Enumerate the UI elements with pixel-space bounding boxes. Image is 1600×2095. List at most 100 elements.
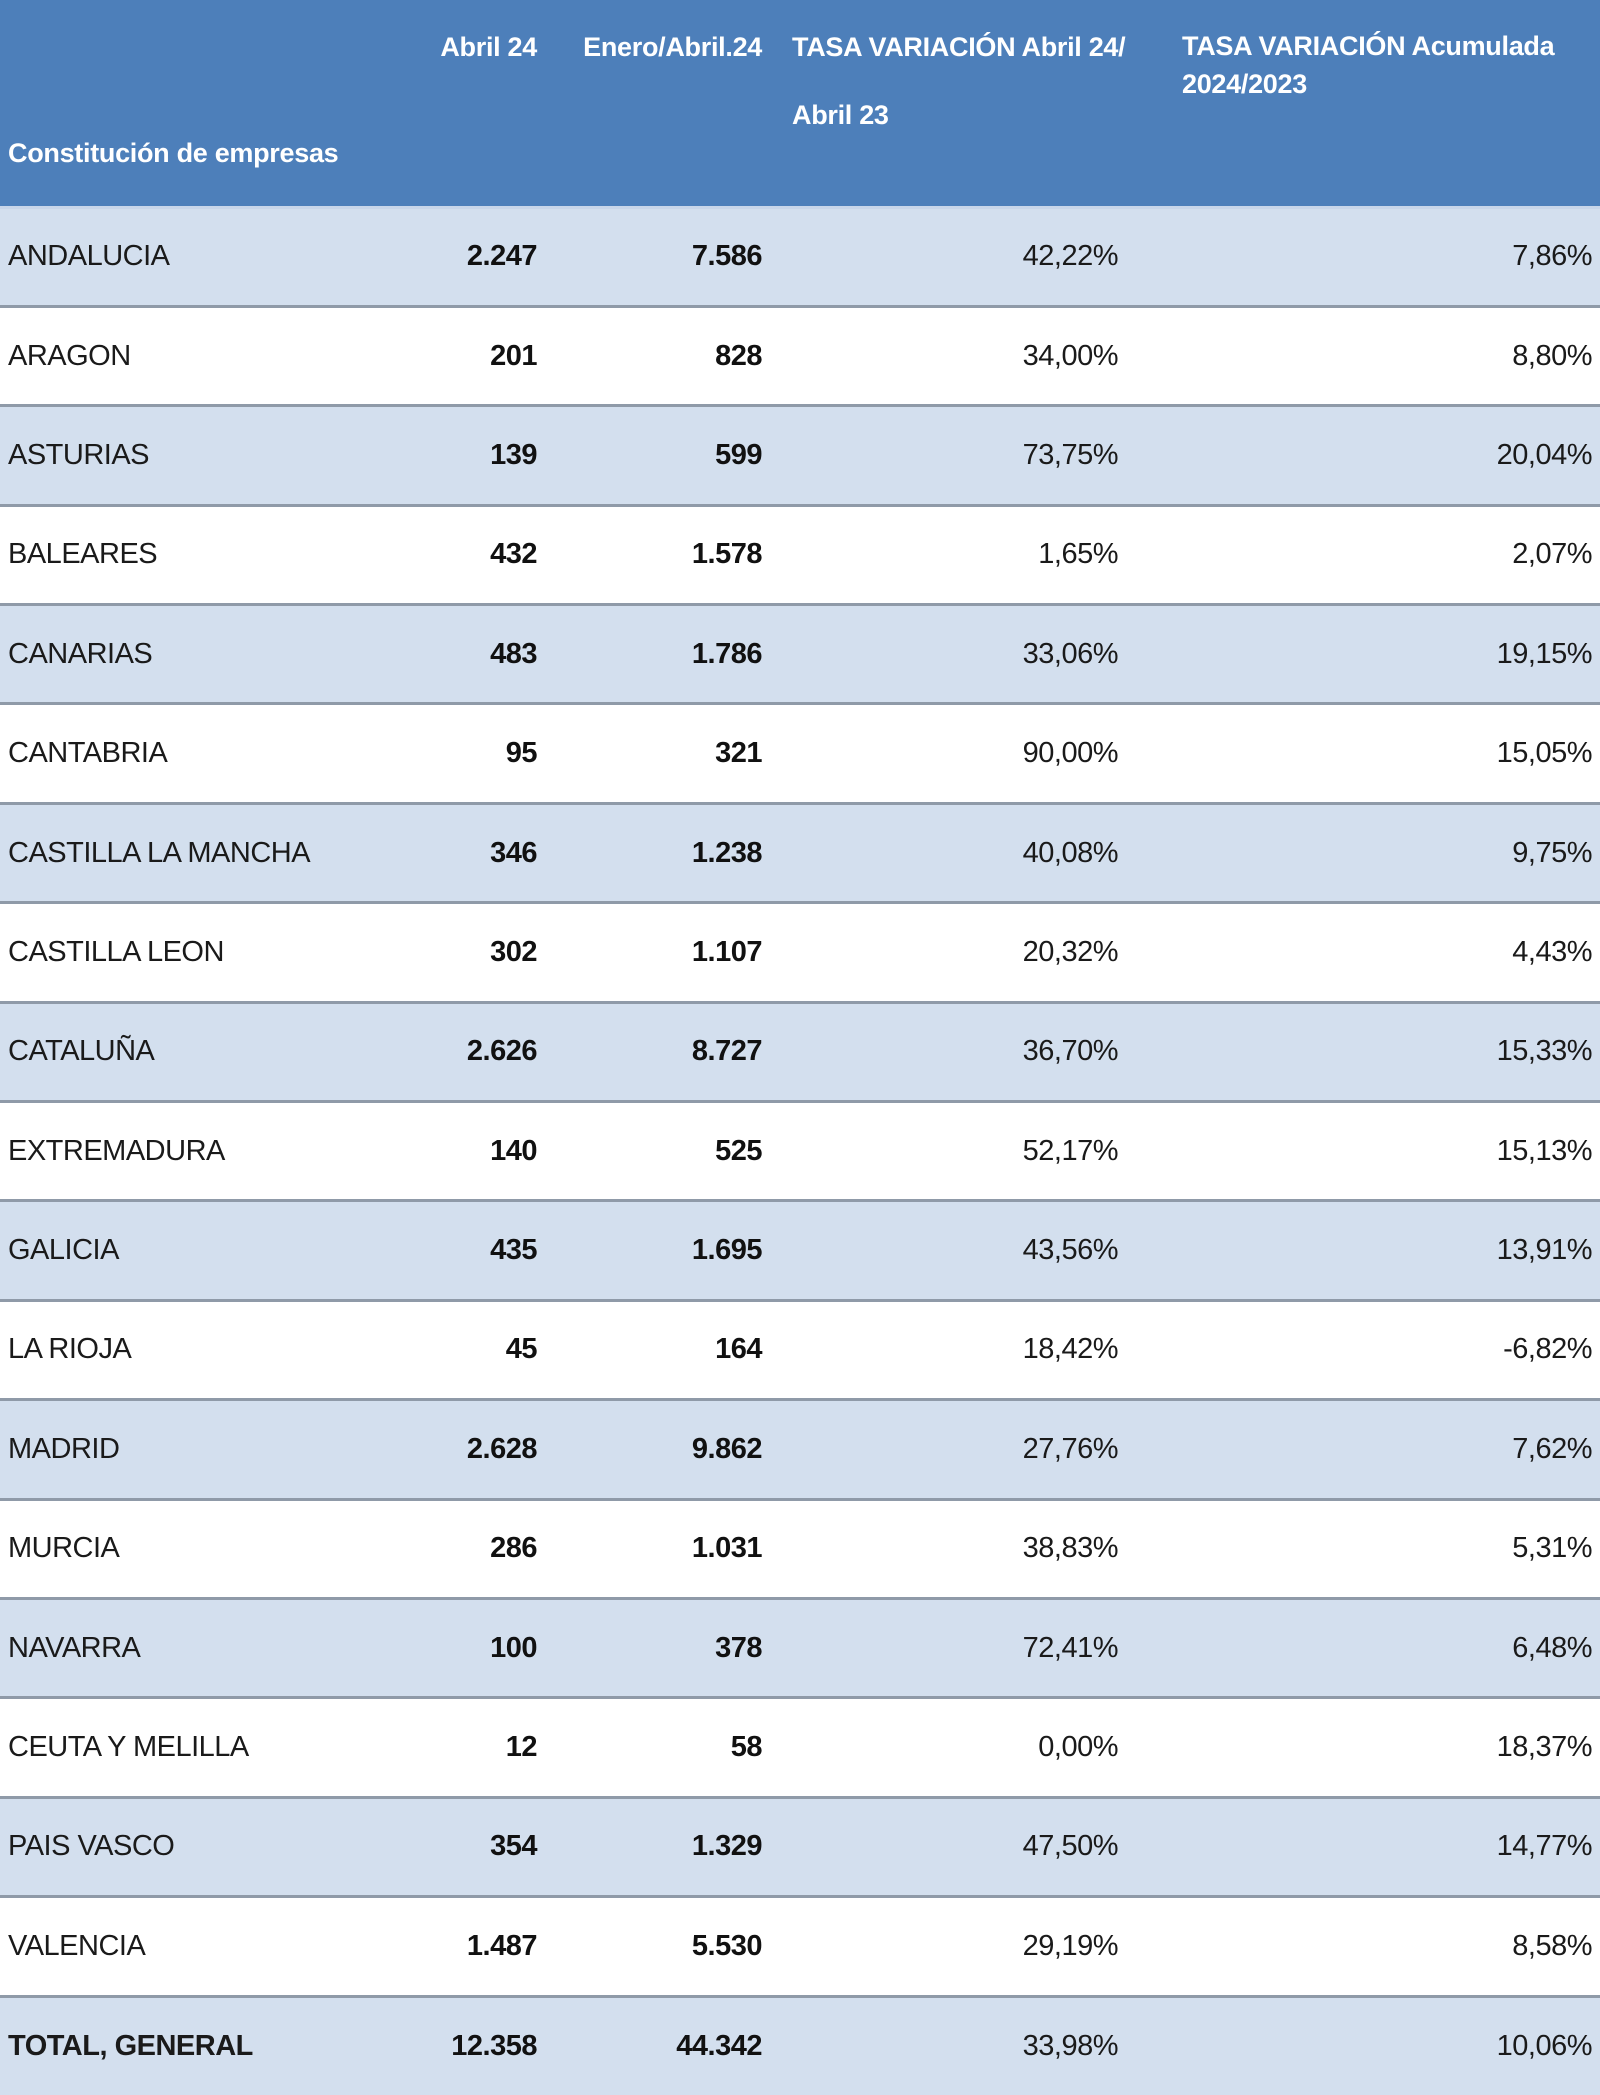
cell-abril24: 201 (490, 339, 537, 372)
cell-tasa-mensual: 90,00% (1022, 737, 1119, 770)
table-row: ARAGON 201 828 34,00% 8,80% (0, 306, 1600, 406)
cell-tasa-acumulada: 14,77% (1496, 1830, 1593, 1863)
cell-enero-abril24: 1.031 (691, 1532, 763, 1565)
table-row: NAVARRA 100 378 72,41% 6,48% (0, 1598, 1600, 1698)
table-header: Constitución de empresas Abril 24 Enero/… (0, 0, 1600, 207)
cell-region: CASTILLA LA MANCHA (8, 836, 311, 869)
cell-tasa-acumulada: 15,33% (1496, 1035, 1593, 1068)
cell-region: EXTREMADURA (8, 1134, 225, 1167)
table-body: ANDALUCIA 2.247 7.586 42,22% 7,86% ARAGON 201 8… (0, 207, 1600, 2095)
header-row: Constitución de empresas Abril 24 Enero/… (0, 0, 1600, 207)
cell-region: MURCIA (8, 1532, 120, 1565)
cell-tasa-acumulada: 2,07% (1512, 538, 1592, 571)
cell-region: TOTAL, GENERAL (8, 2029, 253, 2062)
cell-enero-abril24: 321 (715, 737, 762, 770)
cell-tasa-acumulada: -6,82% (1503, 1333, 1592, 1366)
header-tasa-mensual-line1: TASA VARIACIÓN Abril 24/ (792, 32, 1126, 62)
table-row: BALEARES 432 1.578 1,65% 2,07% (0, 505, 1600, 605)
cell-tasa-acumulada: 7,86% (1512, 240, 1592, 273)
table-row: CANTABRIA 95 321 90,00% 15,05% (0, 703, 1600, 804)
cell-region: NAVARRA (8, 1631, 141, 1664)
cell-region: PAIS VASCO (8, 1830, 175, 1863)
table-row: ANDALUCIA 2.247 7.586 42,22% 7,86% (0, 207, 1600, 307)
cell-abril24: 95 (505, 737, 538, 770)
cell-tasa-acumulada: 5,31% (1512, 1532, 1592, 1565)
cell-tasa-acumulada: 15,13% (1496, 1134, 1593, 1167)
cell-abril24: 1.487 (466, 1929, 538, 1962)
cell-abril24: 435 (490, 1234, 537, 1267)
header-tasa-acumulada-line2: 2024/2023 (1182, 69, 1307, 99)
table-row: CASTILLA LEON 302 1.107 20,32% 4,43% (0, 902, 1600, 1003)
header-abril24: Abril 24 (420, 0, 545, 207)
cell-tasa-acumulada: 8,58% (1512, 1929, 1592, 1962)
table-row: PAIS VASCO 354 1.329 47,50% 14,77% (0, 1797, 1600, 1897)
cell-tasa-mensual: 27,76% (1022, 1432, 1119, 1465)
cell-abril24: 139 (490, 438, 537, 471)
cell-tasa-mensual: 33,06% (1022, 637, 1119, 670)
cell-tasa-acumulada: 4,43% (1512, 935, 1592, 968)
cell-abril24: 354 (490, 1830, 537, 1863)
cell-region: CASTILLA LEON (8, 935, 224, 968)
cell-tasa-mensual: 1,65% (1038, 538, 1118, 571)
cell-enero-abril24: 1.238 (691, 836, 763, 869)
cell-tasa-mensual: 72,41% (1022, 1631, 1119, 1664)
cell-enero-abril24: 1.329 (691, 1830, 763, 1863)
cell-enero-abril24: 1.695 (691, 1234, 763, 1267)
cell-enero-abril24: 58 (730, 1731, 763, 1764)
table-row: GALICIA 435 1.695 43,56% 13,91% (0, 1200, 1600, 1301)
table-row: CASTILLA LA MANCHA 346 1.238 40,08% 9,75% (0, 803, 1600, 903)
header-enero-abril24-label: Enero/Abril.24 (583, 32, 762, 62)
cell-enero-abril24: 1.578 (691, 538, 763, 571)
table-row: LA RIOJA 45 164 18,42% -6,82% (0, 1300, 1600, 1400)
header-tasa-acumulada-line1: TASA VARIACIÓN Acumulada (1182, 31, 1555, 61)
header-enero-abril24: Enero/Abril.24 (545, 0, 770, 207)
header-region: Constitución de empresas (0, 0, 420, 207)
cell-abril24: 346 (490, 836, 537, 869)
cell-tasa-acumulada: 6,48% (1512, 1631, 1592, 1664)
cell-tasa-mensual: 20,32% (1022, 935, 1119, 968)
table-row: CEUTA Y MELILLA 12 58 0,00% 18,37% (0, 1697, 1600, 1798)
cell-region: CATALUÑA (8, 1035, 155, 1068)
cell-enero-abril24: 7.586 (691, 240, 763, 273)
cell-region: ASTURIAS (8, 438, 150, 471)
cell-enero-abril24: 599 (715, 438, 762, 471)
table-row: VALENCIA 1.487 5.530 29,19% 8,58% (0, 1896, 1600, 1997)
cell-abril24: 45 (505, 1333, 538, 1366)
cell-region: GALICIA (8, 1234, 119, 1267)
header-tasa-acumulada-label: TASA VARIACIÓN Acumulada 2024/2023 (1182, 27, 1555, 103)
cell-region: BALEARES (8, 538, 158, 571)
cell-abril24: 432 (490, 538, 537, 571)
cell-region: LA RIOJA (8, 1333, 132, 1366)
header-tasa-mensual-line2: Abril 23 (792, 100, 889, 130)
cell-abril24: 2.628 (466, 1432, 538, 1465)
cell-tasa-mensual: 36,70% (1022, 1035, 1119, 1068)
cell-tasa-mensual: 38,83% (1022, 1532, 1119, 1565)
table-row: ASTURIAS 139 599 73,75% 20,04% (0, 405, 1600, 506)
cell-tasa-mensual: 40,08% (1022, 836, 1119, 869)
cell-enero-abril24: 164 (715, 1333, 762, 1366)
total-row: TOTAL, GENERAL 12.358 44.342 33,98% 10,06% (0, 1996, 1600, 2095)
cell-enero-abril24: 828 (715, 339, 762, 372)
cell-tasa-acumulada: 8,80% (1512, 339, 1592, 372)
cell-tasa-acumulada: 19,15% (1496, 637, 1593, 670)
table-row: MURCIA 286 1.031 38,83% 5,31% (0, 1499, 1600, 1599)
cell-abril24: 100 (490, 1631, 537, 1664)
table-row: EXTREMADURA 140 525 52,17% 15,13% (0, 1101, 1600, 1201)
cell-region: CANTABRIA (8, 737, 168, 770)
cell-tasa-acumulada: 7,62% (1512, 1432, 1592, 1465)
cell-tasa-mensual: 43,56% (1022, 1234, 1119, 1267)
table-row: MADRID 2.628 9.862 27,76% 7,62% (0, 1399, 1600, 1500)
cell-enero-abril24: 5.530 (691, 1929, 763, 1962)
cell-abril24: 286 (490, 1532, 537, 1565)
cell-tasa-mensual: 42,22% (1022, 240, 1119, 273)
cell-tasa-mensual: 52,17% (1022, 1134, 1119, 1167)
cell-tasa-acumulada: 10,06% (1496, 2029, 1593, 2062)
cell-tasa-acumulada: 20,04% (1496, 438, 1593, 471)
header-tasa-acumulada: TASA VARIACIÓN Acumulada 2024/2023 (1160, 0, 1600, 207)
cell-abril24: 302 (490, 935, 537, 968)
header-tasa-mensual-label: TASA VARIACIÓN Abril 24/ Abril 23 (792, 13, 1126, 149)
cell-tasa-mensual: 47,50% (1022, 1830, 1119, 1863)
cell-tasa-mensual: 18,42% (1022, 1333, 1119, 1366)
cell-abril24: 2.626 (466, 1035, 538, 1068)
cell-tasa-mensual: 33,98% (1022, 2029, 1119, 2062)
